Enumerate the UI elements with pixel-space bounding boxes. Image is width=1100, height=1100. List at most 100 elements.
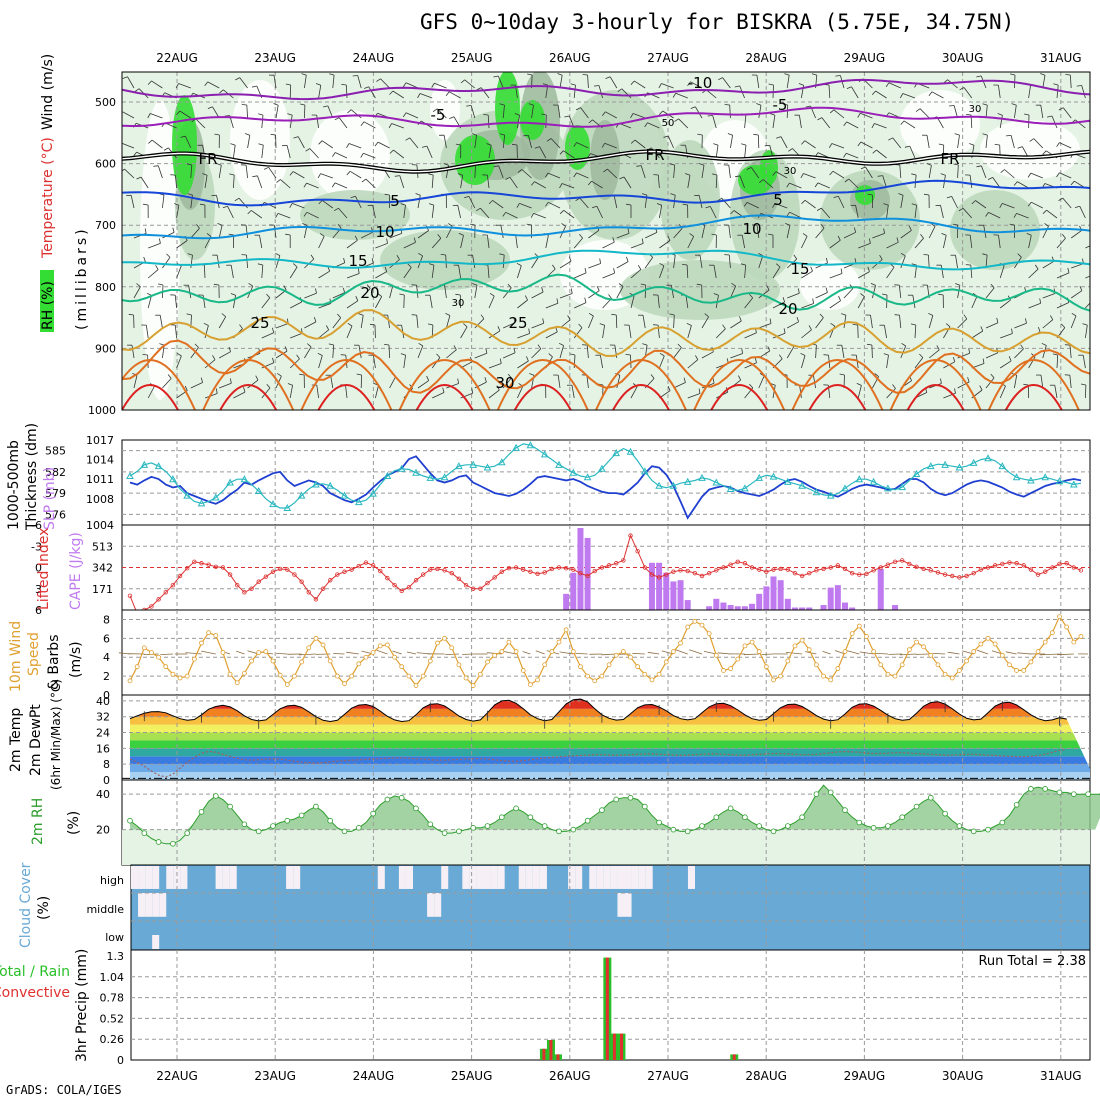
wind-barb [602,325,605,339]
wind-barb-flag [936,345,940,350]
lifted-index-point [235,583,240,588]
wind-barb-flag [1039,298,1042,304]
slp-point [869,477,878,485]
lifted-index-point [149,604,154,609]
wind-barb-flag [285,83,291,86]
wind-barb [346,325,353,339]
wind-barb-flag [318,200,323,205]
wind-barb [261,145,264,159]
cloud-cell [469,866,477,889]
wind-barb-flag [394,175,400,177]
wind-barb-flag [584,297,587,303]
rh2m-point [899,814,905,820]
wind-barb [739,175,745,189]
slp-point [455,462,463,470]
lifted-index-point [721,565,726,570]
wind-barb-flag [829,170,834,176]
wind-barb-flag [369,323,376,326]
wind-barb [1085,245,1090,249]
wind-barb [533,213,546,219]
wind-barb [332,317,342,329]
wind10m-point [513,649,519,654]
wind-barb-flag [999,203,1003,208]
wind-barb-flag [402,82,407,88]
cloud-cell [568,866,576,889]
wind-barb [151,80,163,89]
wind-barb-flag [174,203,180,206]
wind-barb-flag [753,133,759,136]
isotherm-35-dome [808,384,867,410]
wind-barb [730,320,742,329]
isotherm-30-dome [122,359,196,410]
wind-barb-flag [825,287,828,293]
wind-barb-flag [782,103,788,106]
tick-label: middle [86,903,124,916]
wind-barb [1081,85,1086,99]
tick-label: 500 [95,96,116,109]
wind-barb-flag [911,263,917,266]
wind-barb [951,196,958,209]
tick-label: 40 [96,788,110,801]
wind-barb-flag [272,327,275,333]
wind-barb-flag [1071,312,1077,317]
wind-barb [202,295,206,309]
slp-point [426,473,435,481]
wind-barb-flag [644,122,648,128]
wind-barb-flag [483,114,489,116]
isotherm-label: -5 [773,96,788,114]
rh-contour-label: 30 [452,298,465,309]
slp-point [712,478,721,486]
wind-barb [829,239,841,249]
wind-barb-flag [426,375,430,381]
wind-barb-flag [976,165,982,168]
wind-barb [985,352,999,359]
slp-point [469,460,478,468]
wind-barb [799,115,802,129]
wind-barb-flag [337,313,341,318]
lifted-index-point [900,558,905,563]
wind10m-point [613,652,619,658]
wind-barb [789,182,802,189]
wind-barb [403,294,405,309]
wind-barb-flag [759,179,764,184]
wind10m-point [663,659,669,665]
wind-barb [417,380,429,389]
wind-barb-flag [599,323,605,326]
wind-barb-flag [696,283,702,286]
wind-barb [531,291,544,299]
rh2m-point [1042,786,1048,792]
wind-barb-flag [959,87,965,91]
wind10m-point [520,668,526,673]
wind-barb-flag [800,173,804,179]
wind-barb [715,145,719,159]
wind-barb [470,105,476,119]
cloud-cell [525,866,533,889]
wind-barb [509,177,518,189]
wind-barb [579,197,589,209]
wind-barb-flag [741,143,747,146]
lifted-index-point [213,564,218,569]
isotherm-label: -10 [688,74,713,92]
wind-barb [1014,322,1027,329]
wind-barb [970,264,973,279]
wind-barb-flag [640,283,646,286]
wind-barb-flag [841,313,847,316]
wind-barb [327,105,334,119]
wind10m-point [692,618,698,624]
wind-barb-flag [1041,342,1047,346]
wind-barb [884,325,887,339]
wind-barb-flag [946,196,952,199]
wind-barb [245,225,248,239]
lifted-index-point [313,597,319,602]
wind-barb-flag [625,203,632,206]
slp-point [898,483,907,491]
rh2m-units-label: (%) [66,811,82,835]
wind-barb-flag [900,120,905,125]
wind-barb [389,376,397,389]
wind-barb-flag [163,147,169,151]
wind-barb [1085,384,1087,399]
wind-barb [687,359,699,369]
wind10m-barb [932,653,946,655]
wind-barb [1070,315,1077,329]
